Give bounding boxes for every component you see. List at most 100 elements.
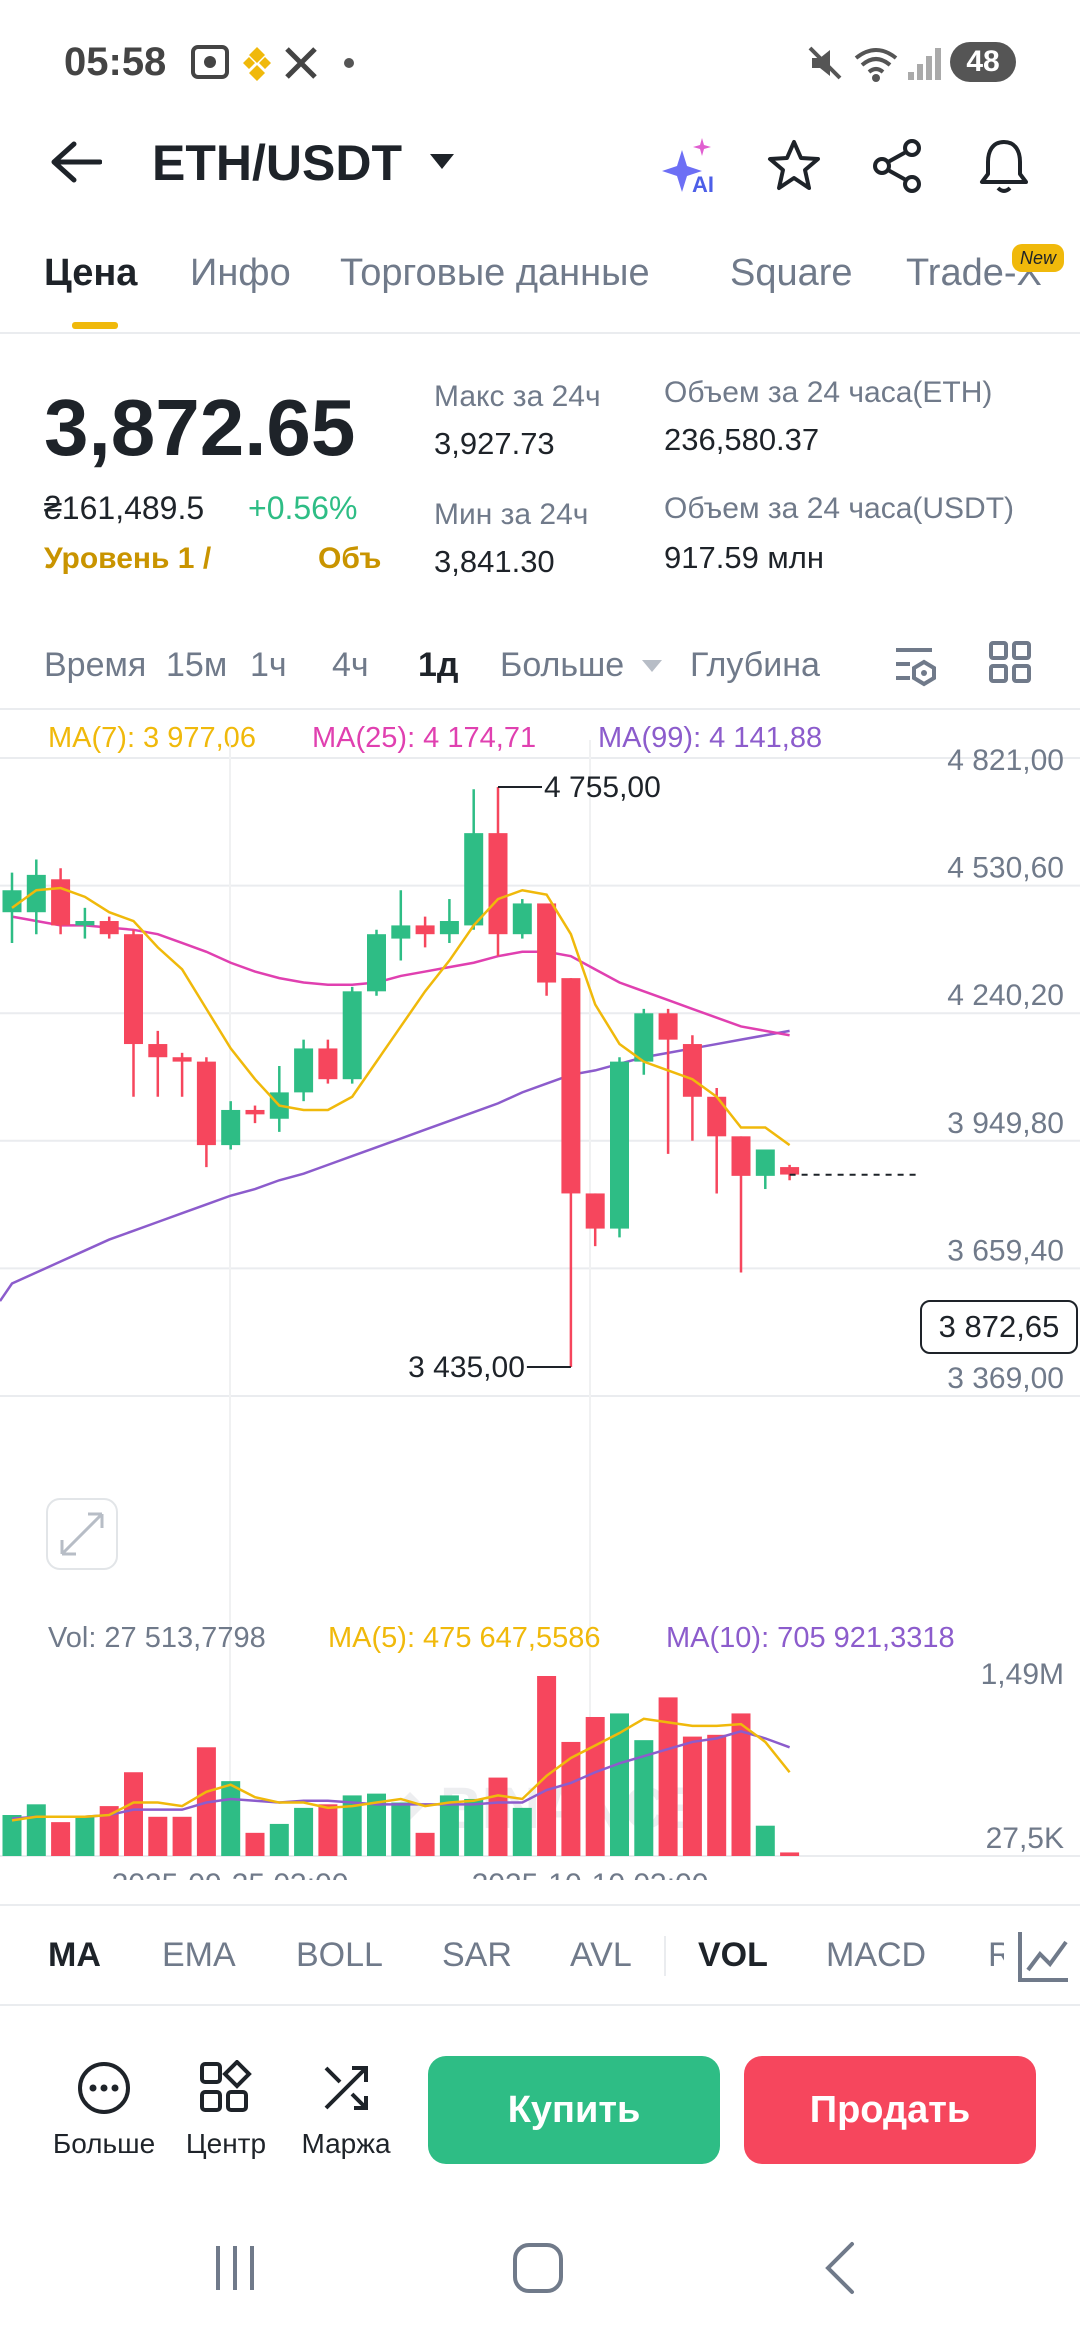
indicator-separator (664, 1936, 666, 1976)
indicator-top-divider (0, 1904, 1080, 1906)
back-arrow-icon[interactable] (50, 140, 102, 184)
vol-ma10-line (11, 1729, 791, 1820)
ai-button[interactable]: AI (660, 136, 724, 200)
volume-bar (245, 1832, 265, 1856)
level-text[interactable]: Уровень 1 / (44, 542, 212, 575)
volume-bar (439, 1795, 459, 1856)
volume-bar (51, 1822, 71, 1856)
ind-vol[interactable]: VOL (698, 1936, 768, 1974)
tab-trading-data[interactable]: Торговые данные (340, 252, 650, 294)
candle-body (731, 1136, 751, 1176)
sparkle-icon (662, 138, 711, 192)
price-chart[interactable]: 4 821,00 4 530,60 4 240,20 3 949,80 3 659,40… (0, 700, 1080, 1880)
volume-bar (221, 1781, 241, 1856)
candle-body (780, 1167, 800, 1175)
y-tick-label: 4 530,60 (947, 852, 1064, 885)
ind-boll[interactable]: BOLL (296, 1936, 383, 1974)
candle (245, 1105, 265, 1124)
recent-apps-icon[interactable] (210, 2240, 260, 2296)
share-icon[interactable] (870, 138, 926, 194)
candle-body (99, 921, 119, 935)
ind-ma[interactable]: MA (48, 1936, 101, 1974)
x-tick-label: 2025-09-25 03:00 (112, 1868, 349, 1880)
candle-body (415, 925, 435, 935)
sell-button[interactable]: Продать (744, 2056, 1036, 2164)
candle-body (148, 1044, 168, 1058)
ind-macd[interactable]: MACD (826, 1936, 927, 1974)
candle-body (658, 1013, 678, 1040)
tab-info[interactable]: Инфо (190, 252, 291, 294)
expand-chart-button[interactable] (46, 1498, 118, 1570)
ma7-line (11, 886, 791, 1147)
candle-body (2, 890, 22, 913)
candle-body (512, 903, 532, 935)
ai-label: AI (692, 172, 714, 197)
margin-action[interactable] (276, 2048, 416, 2178)
bell-icon[interactable] (976, 136, 1032, 196)
dot-icon (344, 58, 354, 68)
volume-bar (537, 1676, 557, 1856)
candle (610, 1057, 629, 1238)
tf-time[interactable]: Время (44, 646, 147, 684)
vol-legend: Vol: 27 513,7798 (48, 1622, 266, 1654)
candle (488, 787, 508, 957)
candle (367, 929, 386, 996)
level-suffix[interactable]: Объ (318, 542, 382, 575)
buy-button[interactable]: Купить (428, 2056, 720, 2164)
ind-avl[interactable]: AVL (570, 1936, 632, 1974)
center-action[interactable] (156, 2048, 296, 2178)
tf-depth[interactable]: Глубина (690, 646, 820, 684)
home-icon[interactable] (510, 2240, 566, 2296)
ind-sar[interactable]: SAR (442, 1936, 512, 1974)
binance-icon (243, 47, 271, 81)
volume-bar (464, 1798, 484, 1856)
candle-body (610, 1061, 629, 1229)
x-icon (285, 47, 317, 79)
tab-price[interactable]: Цена (44, 252, 138, 294)
tf-15m[interactable]: 15м (166, 646, 228, 684)
candle (585, 1193, 605, 1247)
tf-more[interactable]: Больше (500, 646, 625, 684)
volume-bar (488, 1777, 508, 1856)
ind-ema[interactable]: EMA (162, 1936, 236, 1974)
candle (99, 916, 119, 939)
candle (2, 872, 22, 943)
more-dots-icon (78, 2062, 130, 2114)
volume-bar (731, 1713, 751, 1856)
indicator-chart-button[interactable] (1004, 1924, 1080, 1988)
y-tick-label: 3 949,80 (947, 1107, 1064, 1140)
candle (682, 1035, 702, 1141)
vol-tick-label: 1,49M (981, 1658, 1064, 1691)
more-action[interactable] (34, 2048, 174, 2178)
candle (148, 1030, 168, 1097)
candle (415, 916, 435, 948)
vol-ma5-legend: MA(5): 475 647,5586 (328, 1622, 601, 1654)
candle (780, 1164, 800, 1181)
grid-layout-icon[interactable] (988, 640, 1032, 684)
candle-body (537, 903, 557, 983)
ma7-legend: MA(7): 3 977,06 (48, 722, 256, 754)
chevron-down-icon[interactable] (428, 152, 456, 172)
candle-body (634, 1013, 654, 1062)
star-icon[interactable] (766, 138, 822, 194)
vol-usdt-label: Объем за 24 часа(USDT) (664, 492, 1015, 525)
candle-body (196, 1061, 216, 1146)
tf-1h[interactable]: 1ч (250, 646, 287, 684)
tab-square[interactable]: Square (730, 252, 853, 294)
volume-bar (780, 1852, 800, 1856)
volume-bar (561, 1741, 581, 1856)
tf-4h[interactable]: 4ч (332, 646, 369, 684)
candle-body (245, 1109, 265, 1115)
candle-body (342, 991, 362, 1080)
indicator-settings-icon[interactable] (892, 642, 940, 688)
candle (731, 1136, 751, 1273)
vol-usdt-value: 917.59 млн (664, 540, 824, 575)
back-nav-icon[interactable] (820, 2240, 860, 2296)
volume-bar (294, 1807, 314, 1856)
pair-title[interactable]: ETH/USDT (152, 135, 402, 191)
vol-eth-value: 236,580.37 (664, 422, 820, 457)
timeframe-divider (0, 708, 1080, 710)
volume-bar (269, 1823, 289, 1856)
tf-1d[interactable]: 1д (418, 646, 459, 684)
margin-action-label: Маржа (301, 2128, 391, 2159)
